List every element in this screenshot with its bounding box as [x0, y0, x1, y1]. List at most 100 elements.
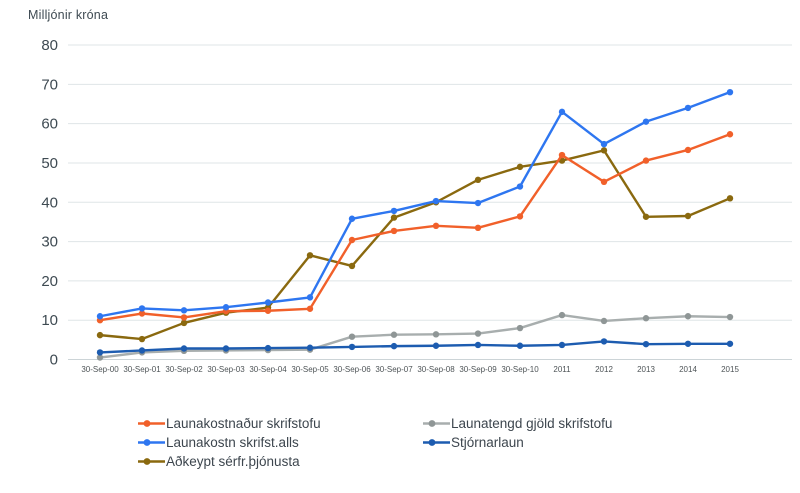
line-chart: 0 10 20 30 40 50 60 70 80 30-Sep-00 30-Sep-01 30-Se…	[41, 37, 792, 374]
data-point	[726, 313, 734, 321]
data-point	[684, 212, 692, 220]
data-point	[222, 304, 230, 311]
x-tick-label: 30-Sep-10	[501, 365, 539, 374]
data-point	[726, 195, 734, 202]
data-point	[558, 341, 566, 349]
data-point	[642, 315, 650, 322]
data-point	[600, 140, 608, 148]
data-point	[264, 299, 272, 306]
y-tick-label: 0	[50, 352, 58, 369]
data-point	[390, 207, 398, 215]
x-tick-label: 30-Sep-05	[291, 365, 329, 374]
data-point	[600, 147, 608, 154]
data-point	[348, 262, 356, 270]
data-point	[558, 151, 566, 159]
data-point	[306, 252, 314, 259]
data-point	[432, 342, 440, 349]
data-point	[180, 314, 188, 321]
data-point	[726, 340, 734, 347]
legend-label: Launakostnaður skrifstofu	[166, 416, 321, 431]
data-point	[600, 317, 608, 325]
data-point	[516, 183, 524, 190]
y-tick-label: 40	[41, 194, 58, 211]
data-point	[180, 319, 188, 327]
data-point	[684, 104, 692, 112]
data-point	[516, 342, 524, 349]
data-point	[558, 311, 566, 319]
x-tick-label: 30-Sep-00	[81, 365, 119, 374]
y-tick-label: 70	[41, 76, 58, 93]
data-point	[138, 310, 146, 317]
data-point	[600, 178, 608, 186]
data-point	[96, 349, 104, 356]
x-tick-label: 30-Sep-06	[333, 365, 371, 374]
data-point	[684, 146, 692, 154]
y-tick-label: 20	[41, 273, 58, 290]
data-point	[138, 335, 146, 343]
data-point	[516, 163, 524, 171]
series-line-3	[98, 313, 732, 359]
data-point	[138, 305, 146, 312]
y-tick-label: 10	[41, 312, 58, 329]
data-point	[432, 331, 440, 338]
series-line-2	[98, 149, 732, 341]
x-tick-label: 30-Sep-09	[459, 365, 497, 374]
series-line-4	[98, 340, 732, 354]
x-tick-label: 30-Sep-08	[417, 365, 455, 374]
x-tick-label: 2014	[679, 365, 697, 374]
legend-label: Launatengd gjöld skrifstofu	[451, 416, 613, 431]
x-tick-label: 30-Sep-03	[207, 365, 245, 374]
data-point	[96, 331, 104, 339]
legend-line-marker-icon	[423, 439, 450, 446]
data-point	[390, 227, 398, 235]
data-point	[432, 222, 440, 230]
data-point	[306, 294, 314, 301]
data-point	[642, 118, 650, 125]
x-tick-label: 2015	[721, 365, 739, 374]
y-tick-label: 30	[41, 234, 58, 251]
x-tick-label: 30-Sep-07	[375, 365, 413, 374]
legend-line-marker-icon	[138, 458, 165, 465]
legend-column-1: Launakostnaður skrifstofu Launakostn skr…	[138, 414, 321, 471]
data-point	[516, 213, 524, 220]
data-point	[348, 333, 356, 340]
legend-item-stjornarlaun: Stjórnarlaun	[423, 433, 612, 452]
x-tick-label: 30-Sep-04	[249, 365, 287, 374]
data-point	[474, 330, 482, 337]
y-axis-title: Milljónir króna	[28, 8, 109, 22]
legend-item-launakostnadur-skrifstofu: Launakostnaður skrifstofu	[138, 414, 321, 433]
data-point	[96, 313, 104, 320]
legend-item-launatengd-gjold-skrifstofu: Launatengd gjöld skrifstofu	[423, 414, 612, 433]
data-point	[96, 354, 104, 361]
legend-line-marker-icon	[138, 439, 165, 446]
data-point	[558, 108, 566, 116]
x-tick-label: 2013	[637, 365, 655, 374]
data-point	[306, 344, 314, 351]
data-point	[726, 88, 734, 96]
legend-line-marker-icon	[423, 420, 450, 427]
data-point	[516, 324, 524, 332]
x-tick-label: 2011	[553, 365, 571, 374]
data-point	[306, 305, 314, 312]
y-tick-label: 50	[41, 155, 58, 172]
data-point	[474, 224, 482, 232]
data-point	[642, 213, 650, 220]
data-point	[600, 338, 608, 345]
legend-item-launakostn-skrifst-alls: Launakostn skrifst.alls	[138, 433, 321, 452]
x-tick-label: 30-Sep-01	[123, 365, 161, 374]
data-point	[642, 157, 650, 164]
data-point	[390, 214, 398, 221]
data-point	[222, 345, 230, 352]
data-point	[138, 347, 146, 354]
legend-column-2: Launatengd gjöld skrifstofu Stjórnarlaun	[423, 414, 612, 452]
data-point	[348, 215, 356, 222]
data-point	[684, 313, 692, 320]
x-tick-label: 2012	[595, 365, 613, 374]
data-point	[390, 331, 398, 338]
legend-label: Stjórnarlaun	[451, 435, 524, 450]
y-tick-label: 60	[41, 116, 58, 133]
data-point	[390, 342, 398, 350]
data-point	[642, 340, 650, 348]
data-point	[180, 345, 188, 352]
